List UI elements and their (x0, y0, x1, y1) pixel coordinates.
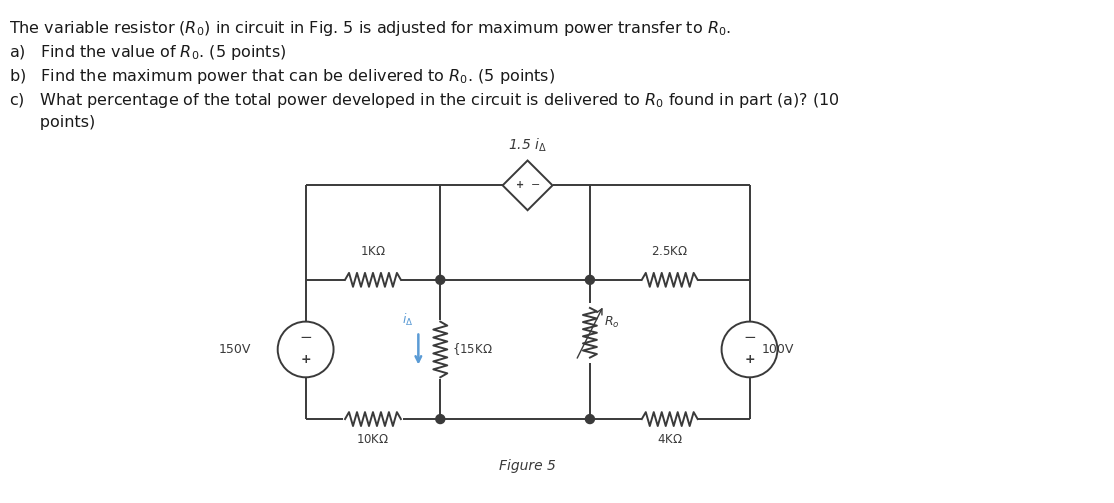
Text: 4K$\Omega$: 4K$\Omega$ (657, 433, 683, 446)
Text: 2.5K$\Omega$: 2.5K$\Omega$ (652, 245, 688, 258)
Text: The variable resistor ($R_0$) in circuit in Fig. 5 is adjusted for maximum power: The variable resistor ($R_0$) in circuit… (9, 19, 732, 38)
Text: −: − (743, 330, 756, 345)
Text: Figure 5: Figure 5 (499, 459, 556, 473)
Text: a)   Find the value of $R_0$. (5 points): a) Find the value of $R_0$. (5 points) (9, 43, 286, 62)
Text: 100V: 100V (762, 343, 794, 356)
Circle shape (436, 275, 444, 284)
Text: points): points) (9, 115, 96, 130)
Circle shape (586, 414, 595, 424)
Text: c)   What percentage of the total power developed in the circuit is delivered to: c) What percentage of the total power de… (9, 91, 840, 110)
Circle shape (586, 275, 595, 284)
Text: 1K$\Omega$: 1K$\Omega$ (360, 245, 385, 258)
Text: +: + (516, 181, 524, 190)
Text: 1.5 $i_\Delta$: 1.5 $i_\Delta$ (508, 136, 547, 153)
Text: $i_\Delta$: $i_\Delta$ (402, 311, 413, 327)
Text: +: + (301, 353, 311, 366)
Text: $R_o$: $R_o$ (604, 315, 619, 330)
Text: +: + (744, 353, 755, 366)
Circle shape (436, 414, 444, 424)
Text: 150V: 150V (218, 343, 251, 356)
Text: 10K$\Omega$: 10K$\Omega$ (356, 433, 390, 446)
Text: −: − (531, 181, 540, 190)
Text: b)   Find the maximum power that can be delivered to $R_0$. (5 points): b) Find the maximum power that can be de… (9, 67, 556, 86)
Text: $\{$15K$\Omega$: $\{$15K$\Omega$ (452, 342, 494, 358)
Text: −: − (300, 330, 312, 345)
